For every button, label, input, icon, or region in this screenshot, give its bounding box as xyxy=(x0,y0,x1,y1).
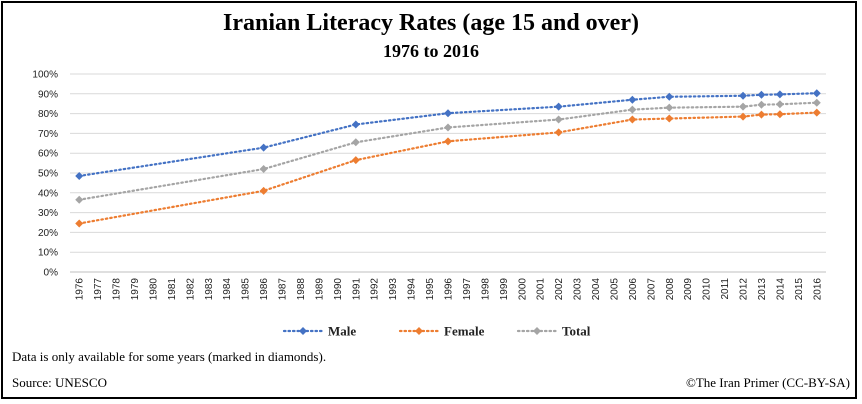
data-point-female xyxy=(739,112,748,121)
y-tick-label: 70% xyxy=(38,129,58,140)
x-tick-label: 1996 xyxy=(444,278,455,301)
x-tick-label: 1989 xyxy=(314,278,325,301)
x-tick-label: 1980 xyxy=(148,278,159,301)
x-tick-label: 2011 xyxy=(720,278,731,300)
data-point-total xyxy=(259,165,268,174)
x-tick-label: 1995 xyxy=(425,278,436,301)
y-tick-label: 60% xyxy=(38,149,58,160)
x-tick-label: 2008 xyxy=(665,278,676,301)
data-point-total xyxy=(444,123,452,132)
x-tick-label: 1990 xyxy=(333,278,344,301)
legend-marker-total xyxy=(533,327,541,335)
x-tick-label: 1985 xyxy=(241,278,252,301)
x-tick-label: 1994 xyxy=(407,278,418,301)
data-point-male xyxy=(444,109,452,118)
x-tick-label: 1999 xyxy=(499,278,510,301)
legend-label-male: Male xyxy=(328,324,356,339)
data-point-female xyxy=(554,128,563,137)
data-point-total xyxy=(665,103,674,112)
x-tick-label: 1988 xyxy=(296,278,307,301)
chart-frame xyxy=(1,1,857,399)
data-point-male xyxy=(628,95,637,104)
data-point-female xyxy=(628,115,637,124)
x-tick-label: 1977 xyxy=(93,278,104,301)
data-point-female xyxy=(351,156,360,165)
data-point-total xyxy=(75,195,84,204)
data-point-total xyxy=(351,138,360,147)
data-point-female xyxy=(757,110,766,119)
credit-note: ©The Iran Primer (CC-BY-SA) xyxy=(685,375,850,390)
source-note: Source: UNESCO xyxy=(12,375,107,390)
data-point-female xyxy=(75,219,84,228)
legend-label-total: Total xyxy=(562,324,591,339)
data-point-male xyxy=(812,89,821,98)
data-point-female xyxy=(665,114,674,123)
x-tick-label: 1998 xyxy=(480,278,491,301)
y-tick-label: 40% xyxy=(38,188,58,199)
x-tick-label: 2007 xyxy=(646,278,657,301)
data-point-male xyxy=(75,171,84,180)
data-point-male xyxy=(757,90,766,99)
x-tick-label: 2004 xyxy=(591,278,602,301)
data-point-male xyxy=(259,143,268,152)
x-tick-label: 1987 xyxy=(278,278,289,301)
x-tick-label: 2016 xyxy=(812,278,823,301)
y-tick-label: 80% xyxy=(38,109,58,120)
x-tick-label: 2005 xyxy=(609,278,620,301)
x-tick-label: 1992 xyxy=(370,278,381,301)
data-point-female xyxy=(444,137,452,146)
x-tick-label: 1983 xyxy=(204,278,215,301)
data-point-total xyxy=(775,100,784,109)
data-point-female xyxy=(259,186,268,195)
data-point-female xyxy=(775,110,784,119)
data-point-total xyxy=(757,100,766,109)
x-tick-label: 1984 xyxy=(222,278,233,301)
x-tick-label: 1976 xyxy=(75,278,86,301)
x-tick-label: 1979 xyxy=(130,278,141,301)
data-point-total xyxy=(812,98,821,107)
x-tick-label: 1982 xyxy=(185,278,196,301)
y-tick-label: 100% xyxy=(32,70,58,81)
x-tick-label: 1978 xyxy=(112,278,123,301)
x-tick-label: 2006 xyxy=(628,278,639,301)
x-tick-label: 1991 xyxy=(351,278,362,301)
x-tick-label: 1997 xyxy=(462,278,473,301)
data-point-total xyxy=(628,105,637,114)
x-tick-label: 2000 xyxy=(517,278,528,301)
x-tick-label: 2003 xyxy=(573,278,584,301)
x-tick-label: 1993 xyxy=(388,278,399,301)
chart-title: Iranian Literacy Rates (age 15 and over) xyxy=(223,10,639,36)
y-tick-label: 20% xyxy=(38,228,58,239)
data-point-female xyxy=(812,108,821,117)
x-tick-label: 2002 xyxy=(554,278,565,301)
x-tick-label: 2012 xyxy=(739,278,750,301)
series-line-male xyxy=(78,92,818,178)
data-point-male xyxy=(775,90,784,99)
y-tick-label: 50% xyxy=(38,169,58,180)
data-point-male xyxy=(554,102,563,111)
data-point-total xyxy=(739,102,748,111)
x-tick-label: 1986 xyxy=(259,278,270,301)
y-tick-label: 30% xyxy=(38,208,58,219)
x-tick-label: 2010 xyxy=(702,278,713,301)
availability-note: Data is only available for some years (m… xyxy=(12,349,327,364)
legend-marker-male xyxy=(299,327,307,335)
y-tick-label: 90% xyxy=(38,89,58,100)
data-point-male xyxy=(351,120,360,129)
x-tick-label: 1981 xyxy=(167,278,178,301)
x-tick-label: 2001 xyxy=(536,278,547,301)
x-tick-label: 2014 xyxy=(775,278,786,301)
chart-subtitle: 1976 to 2016 xyxy=(383,41,479,61)
data-point-male xyxy=(665,92,674,101)
x-tick-label: 2013 xyxy=(757,278,768,301)
legend-marker-female xyxy=(415,327,423,335)
legend-label-female: Female xyxy=(444,324,485,339)
y-tick-label: 0% xyxy=(44,268,59,279)
x-tick-label: 2015 xyxy=(794,278,805,301)
data-point-male xyxy=(739,91,748,100)
x-tick-label: 2009 xyxy=(683,278,694,301)
data-point-total xyxy=(554,115,563,124)
y-tick-label: 10% xyxy=(38,248,58,259)
